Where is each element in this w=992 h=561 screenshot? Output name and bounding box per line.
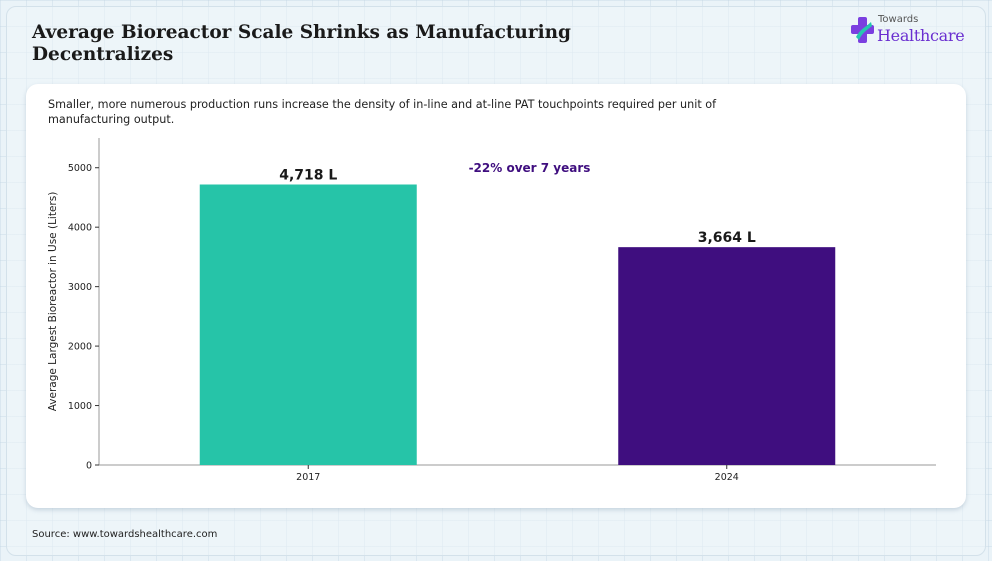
y-tick-label: 3000 (68, 282, 92, 293)
change-annotation: -22% over 7 years (469, 161, 591, 175)
logo-main-text: Healthcare (877, 26, 965, 45)
y-tick-label: 4000 (68, 223, 92, 234)
chart-card: Smaller, more numerous production runs i… (26, 84, 966, 508)
data-label: 4,718 L (279, 167, 337, 183)
brand-logo: Towards Healthcare (850, 12, 970, 48)
source-note: Source: www.towardshealthcare.com (32, 529, 218, 540)
bar-2017 (199, 184, 417, 465)
y-tick-label: 1000 (68, 401, 92, 412)
x-tick-label: 2017 (296, 472, 320, 483)
page-title: Average Bioreactor Scale Shrinks as Manu… (32, 22, 571, 65)
y-axis-label: Average Largest Bioreactor in Use (Liter… (47, 192, 59, 412)
x-tick-label: 2024 (715, 472, 739, 483)
y-tick-label: 5000 (68, 163, 92, 174)
bar-2024 (618, 247, 836, 465)
medical-cross-icon (851, 17, 874, 43)
bar-chart: 0 1000 2000 3000 4000 5000 Average Largest Bio… (47, 138, 936, 483)
y-tick-label: 0 (86, 461, 92, 472)
y-tick-label: 2000 (68, 342, 92, 353)
data-label: 3,664 L (698, 230, 756, 246)
chart-subtitle: Smaller, more numerous production runs i… (48, 98, 717, 126)
logo-top-text: Towards (878, 14, 919, 25)
